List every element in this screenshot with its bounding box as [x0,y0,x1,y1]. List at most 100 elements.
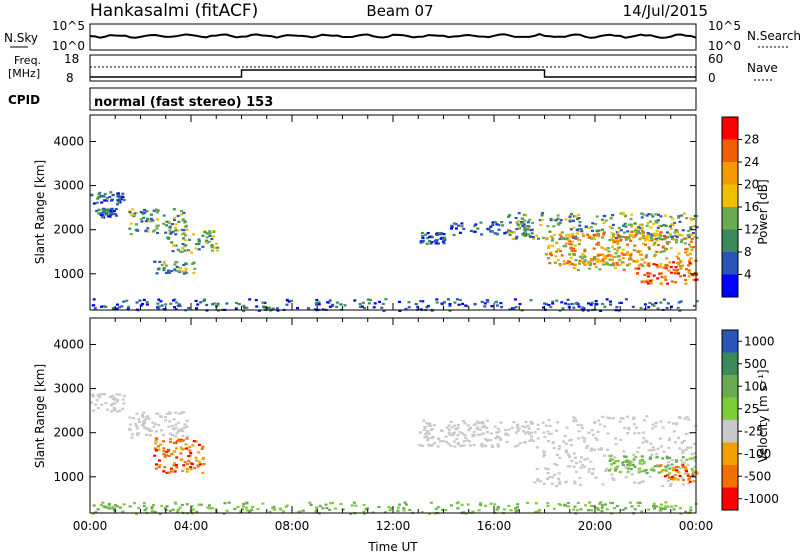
heatmap-cell [567,236,571,239]
heatmap-cell [116,194,120,197]
heatmap-cell [687,418,691,421]
heatmap-cell [530,232,534,235]
colorbar-swatch [722,442,738,466]
heatmap-cell [450,504,453,507]
heatmap-cell [177,412,181,415]
heatmap-cell [622,224,626,227]
heatmap-cell [643,261,647,264]
heatmap-cell [118,409,122,412]
heatmap-cell [227,501,231,504]
heatmap-cell [655,505,658,508]
heatmap-cell [176,430,180,433]
heatmap-cell [462,419,465,423]
heatmap-cell [472,430,476,434]
heatmap-cell [122,402,126,405]
heatmap-cell [626,243,629,246]
heatmap-cell [110,507,114,510]
heatmap-cell [130,436,134,439]
heatmap-cell [201,471,205,475]
heatmap-cell [472,423,476,427]
heatmap-cell [202,299,206,303]
heatmap-cell [529,235,532,238]
heatmap-cell [193,467,197,470]
heatmap-cell [683,439,686,442]
heatmap-cell [650,239,654,242]
heatmap-cell [687,269,691,272]
heatmap-cell [679,512,683,515]
heatmap-cell [602,221,606,224]
heatmap-cell [112,406,116,410]
heatmap-cell [615,504,619,508]
nave-label: Nave [747,61,778,75]
heatmap-cell [116,195,120,198]
heatmap-cell [93,307,97,310]
heatmap-cell [595,243,599,246]
heatmap-cell [537,237,540,240]
heatmap-cell [425,435,429,438]
heatmap-cell [186,249,190,252]
heatmap-cell [107,504,111,507]
heatmap-cell [684,510,688,513]
heatmap-cell [517,220,520,223]
heatmap-cell [234,307,238,310]
heatmap-cell [614,460,618,463]
heatmap-cell [523,234,527,237]
heatmap-cell [551,302,555,305]
heatmap-cell [301,509,305,512]
heatmap-cell [692,235,696,238]
heatmap-cell [477,509,481,512]
heatmap-cell [523,226,527,229]
heatmap-cell [128,416,132,419]
heatmap-cell [631,463,635,467]
heatmap-cell [154,449,158,452]
heatmap-cell [428,422,432,425]
heatmap-cell [133,212,137,215]
heatmap-cell [388,509,392,512]
heatmap-cell [655,456,659,459]
heatmap-cell [407,301,411,304]
heatmap-cell [164,415,167,419]
heatmap-cell [695,472,699,475]
heatmap-cell [557,477,561,480]
heatmap-cell [582,440,586,443]
heatmap-cell [568,215,572,218]
heatmap-cell [451,434,454,437]
heatmap-cell [500,306,504,309]
heatmap-cell [597,508,600,512]
heatmap-cell [606,416,610,419]
heatmap-cell [115,393,119,396]
heatmap-cell [421,444,425,447]
heatmap-cell [157,307,161,310]
heatmap-cell [141,211,144,214]
heatmap-cell [689,446,693,449]
heatmap-cell [497,223,501,227]
heatmap-cell [643,273,647,276]
heatmap-cell [533,431,537,434]
heatmap-cell [613,456,617,459]
heatmap-cell [352,501,356,504]
heatmap-cell [572,416,576,419]
heatmap-cell [596,254,600,257]
heatmap-cell [670,280,674,283]
heatmap-cell [600,246,604,249]
heatmap-cell [162,434,165,437]
heatmap-cell [647,213,651,216]
heatmap-cell [116,400,120,403]
heatmap-cell [598,253,602,256]
heatmap-cell [584,504,588,507]
heatmap-cell [154,467,158,470]
heatmap-cell [558,456,562,459]
heatmap-cell [121,192,125,195]
nave-tick-bottom: 0 [708,71,716,85]
heatmap-cell [181,270,185,273]
heatmap-cell [641,431,645,434]
heatmap-cell [579,456,583,459]
heatmap-cell [145,433,149,436]
heatmap-cell [565,451,569,454]
heatmap-cell [589,504,593,507]
heatmap-cell [626,463,630,466]
heatmap-cell [640,212,644,215]
heatmap-cell [116,410,120,413]
heatmap-cell [573,249,577,252]
